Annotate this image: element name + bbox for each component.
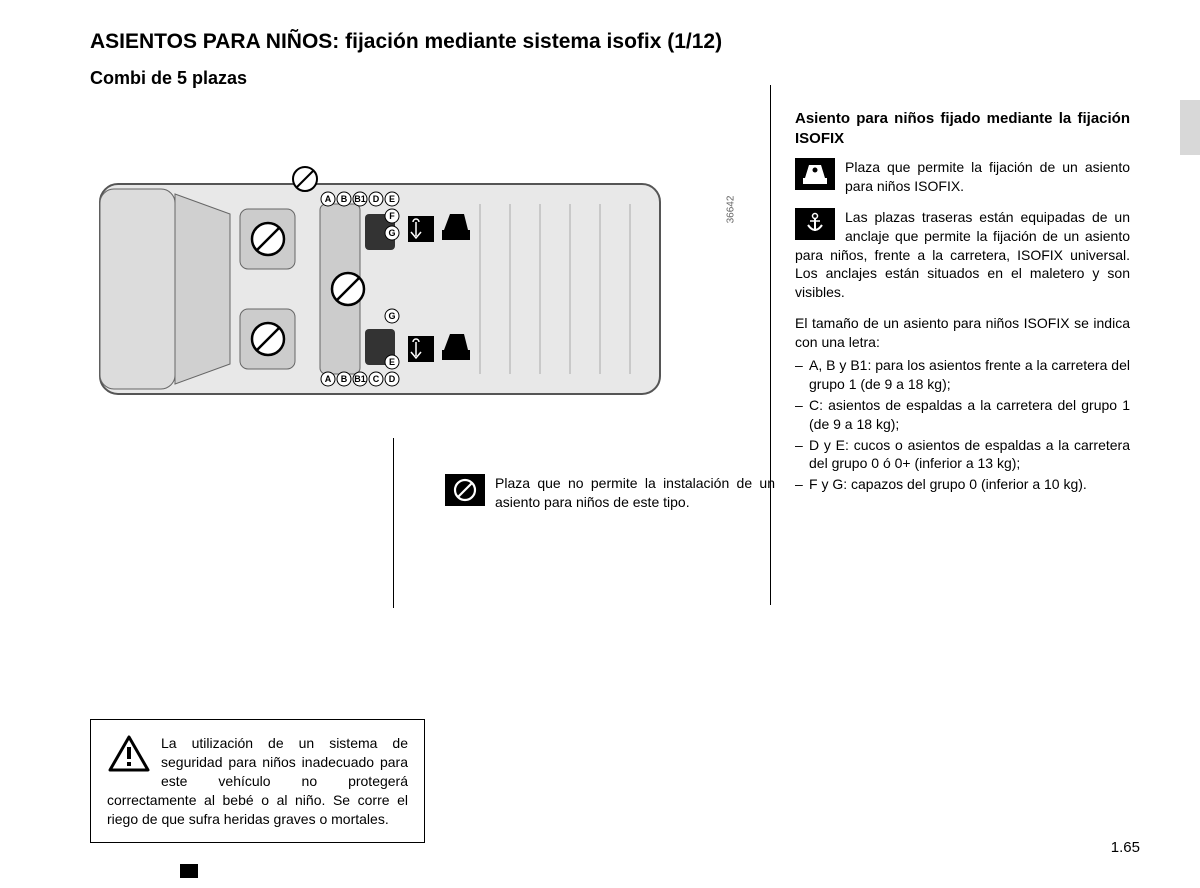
prohibit-icon (445, 474, 485, 506)
size-item: A, B y B1: para los asientos frente a la… (795, 356, 1130, 394)
size-list: A, B y B1: para los asientos frente a la… (795, 356, 1130, 494)
svg-text:B: B (341, 194, 348, 204)
svg-text:F: F (389, 211, 395, 221)
svg-text:A: A (325, 194, 332, 204)
svg-text:E: E (389, 194, 395, 204)
svg-text:G: G (388, 228, 395, 238)
size-item: F y G: capazos del grupo 0 (inferior a 1… (795, 475, 1130, 494)
content-columns: A B B1 D E F G A B B1 C D E G (90, 109, 1140, 496)
svg-text:G: G (388, 311, 395, 321)
warning-text: La utilización de un sistema de segurida… (107, 735, 408, 827)
column-divider-left (393, 438, 394, 608)
svg-text:A: A (325, 374, 332, 384)
chapter-tab (1180, 100, 1200, 155)
column-divider-right (770, 85, 771, 605)
isofix-heading: Asiento para niños fijado mediante la fi… (795, 109, 1130, 148)
isofix-allowed-block: Plaza que permite la fijación de un asie… (795, 158, 1130, 196)
svg-text:D: D (389, 374, 396, 384)
svg-text:E: E (389, 357, 395, 367)
svg-text:C: C (373, 374, 380, 384)
isofix-seat-icon (795, 158, 835, 190)
isofix-allowed-text: Plaza que permite la fijación de un asie… (845, 159, 1130, 194)
isofix-anchor-block: Las plazas traseras están equipadas de u… (795, 208, 1130, 302)
page-title: ASIENTOS PARA NIÑOS: fijación mediante s… (90, 30, 1140, 54)
column-right: Asiento para niños fijado mediante la fi… (795, 109, 1130, 496)
size-item: D y E: cucos o asientos de espaldas a la… (795, 436, 1130, 474)
isofix-anchor-text: Las plazas traseras están equipadas de u… (795, 209, 1130, 301)
manual-page: ASIENTOS PARA NIÑOS: fijación mediante s… (0, 0, 1200, 526)
column-left: A B B1 D E F G A B B1 C D E G (90, 109, 425, 496)
size-intro: El tamaño de un asiento para niños ISOFI… (795, 314, 1130, 352)
size-item: C: asientos de espaldas a la carretera d… (795, 396, 1130, 434)
page-subtitle: Combi de 5 plazas (90, 68, 1140, 89)
svg-text:B1: B1 (354, 374, 366, 384)
warning-icon (107, 734, 151, 774)
svg-text:B1: B1 (354, 194, 366, 204)
page-number: 1.65 (1111, 839, 1140, 856)
anchor-icon (795, 208, 835, 240)
footer-mark (180, 864, 198, 878)
svg-text:D: D (373, 194, 380, 204)
prohibit-text: Plaza que no permite la instalación de u… (495, 475, 775, 510)
svg-text:B: B (341, 374, 348, 384)
warning-box: La utilización de un sistema de segurida… (90, 719, 425, 843)
column-middle: Plaza que no permite la instalación de u… (445, 109, 775, 496)
prohibit-info: Plaza que no permite la instalación de u… (445, 474, 775, 512)
